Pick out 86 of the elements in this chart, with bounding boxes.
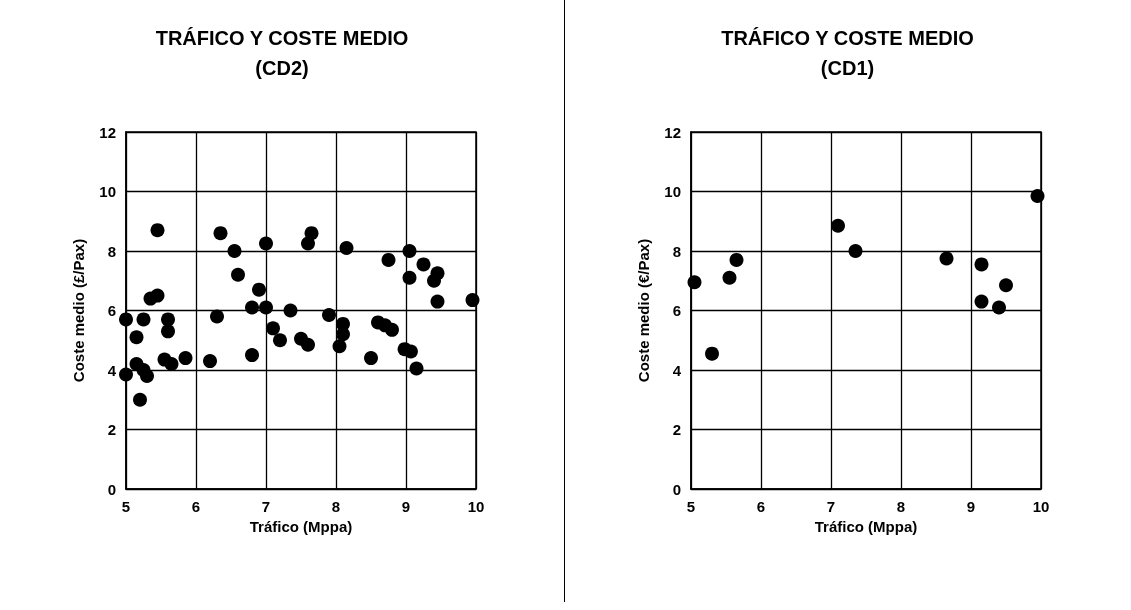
point [231,267,245,282]
point [283,303,298,318]
point [705,346,719,361]
point [259,300,273,315]
point [974,257,989,272]
y-tick-label: 10 [99,183,116,200]
y-tick-label: 2 [107,421,116,438]
point [402,270,417,285]
point [339,241,354,256]
chart-title: TRÁFICO Y COSTE MEDIO (CD1) [721,27,974,79]
y-tick-label: 4 [107,361,117,379]
point [430,294,445,309]
point [161,324,175,339]
x-tick-label: 7 [826,498,836,515]
x-tick-label: 6 [191,498,201,515]
point [402,244,417,258]
point [430,266,445,281]
x-tick-label: 5 [686,498,696,515]
x-tick-label: 10 [467,498,485,515]
y-axis-title: Coste medio (€/Pax) [635,238,652,383]
point [161,312,175,327]
point [273,333,287,348]
x-axis-title: Tráfico (Mppa) [814,518,918,535]
y-tick-label: 12 [99,123,116,141]
chart-title: TRÁFICO Y COSTE MEDIO (CD2) [155,27,409,79]
point [129,330,144,345]
point [322,307,336,322]
point [301,337,315,352]
point [150,288,165,303]
y-axis-title: Coste medio (£/Pax) [70,238,87,383]
point [164,357,179,372]
x-tick-label: 9 [401,498,411,515]
point [252,282,266,297]
y-tick-label: 0 [672,480,681,498]
point [140,368,154,383]
point [939,251,954,266]
point [687,275,702,290]
point [133,392,147,407]
point [259,236,273,251]
point [1030,188,1045,203]
point [227,244,242,258]
point [831,218,845,233]
point [203,354,217,369]
point [416,257,431,272]
point [729,252,744,267]
x-tick-label: 9 [966,498,976,515]
x-tick-label: 7 [261,498,271,515]
point [465,293,480,308]
point [848,244,863,258]
point [403,344,418,359]
y-tick-label: 6 [107,302,116,319]
x-tick-label: 8 [896,498,906,515]
point [385,322,399,337]
point [409,361,424,376]
point [332,339,347,354]
point [136,312,151,327]
x-tick-label: 8 [331,498,341,515]
point [266,321,280,336]
point [119,367,133,382]
point [336,316,350,331]
y-tick-label: 6 [672,302,681,319]
point [974,294,989,309]
point [304,226,319,241]
x-axis-title: Tráfico (Mppa) [249,518,353,535]
y-tick-label: 12 [664,123,681,141]
y-tick-label: 2 [672,421,681,438]
point [150,223,165,238]
y-tick-label: 10 [664,183,681,200]
point [245,348,259,363]
y-tick-label: 4 [672,361,682,379]
point [213,226,228,241]
point [364,351,378,366]
point [119,312,133,327]
y-tick-label: 0 [107,480,116,498]
point [722,270,737,285]
point [245,300,259,315]
y-tick-label: 8 [672,242,681,260]
point [992,300,1006,315]
point [381,252,396,267]
point [210,309,224,324]
x-tick-label: 6 [756,498,766,515]
x-tick-label: 10 [1032,498,1050,515]
x-tick-label: 5 [121,498,131,515]
point [999,278,1013,293]
y-tick-label: 8 [107,242,116,260]
point [178,351,193,366]
